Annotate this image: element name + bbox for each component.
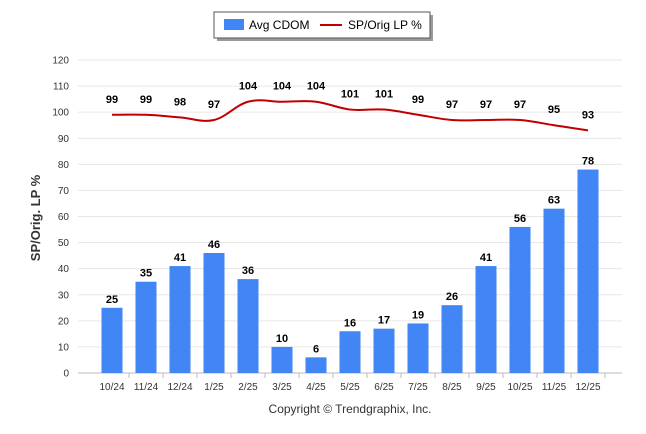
line-data-label: 104	[273, 81, 292, 93]
x-tick-label: 2/25	[238, 382, 258, 393]
y-tick-label: 50	[58, 238, 70, 249]
legend-label-bar: Avg CDOM	[249, 18, 309, 32]
line-data-label: 104	[307, 81, 326, 93]
x-axis-ticks: 10/24 11/24 12/24 1/25 2/25 3/25 4/25 5/25 6/25 7…	[99, 373, 606, 393]
line-data-label: 104	[239, 81, 258, 93]
line-data-label: 99	[140, 94, 152, 106]
x-tick-label: 11/24	[134, 382, 159, 393]
bar-data-label: 78	[582, 156, 594, 168]
y-tick-label: 40	[58, 264, 70, 275]
bar-data-label: 46	[208, 239, 220, 251]
x-tick-label: 4/25	[306, 382, 326, 393]
bar	[577, 169, 599, 373]
bar-data-labels: 25 35 41 46 36 10 6 16 17 19 26 41 56 63 78	[106, 156, 594, 356]
gridlines	[78, 59, 622, 374]
y-tick-label: 0	[63, 369, 69, 380]
line-data-label: 99	[106, 94, 118, 106]
y-tick-label: 100	[52, 108, 69, 119]
line-data-label: 97	[514, 99, 526, 111]
copyright-text: Copyright © Trendgraphix, Inc.	[269, 402, 432, 416]
x-tick-label: 5/25	[340, 382, 360, 393]
bar	[543, 208, 565, 373]
line-data-label: 99	[412, 94, 424, 106]
y-tick-label: 60	[58, 212, 70, 223]
y-tick-label: 120	[52, 56, 69, 67]
line-data-label: 101	[341, 89, 359, 101]
x-tick-label: 1/25	[204, 382, 224, 393]
line-series-path	[111, 99, 589, 132]
bar	[237, 279, 259, 373]
y-tick-label: 90	[58, 134, 70, 145]
legend-swatch-bar	[224, 19, 244, 30]
x-tick-label: 12/25	[575, 382, 600, 393]
bar-data-label: 56	[514, 213, 526, 225]
line-data-labels: 99 99 98 97 104 104 104 101 101 99 97 97 97 95 93	[106, 81, 594, 122]
bar-data-label: 10	[276, 333, 288, 345]
bar-data-label: 25	[106, 294, 118, 306]
x-tick-label: 7/25	[408, 382, 428, 393]
bar	[509, 226, 531, 373]
bar-data-label: 26	[446, 291, 458, 303]
line-data-label: 97	[446, 99, 458, 111]
bar	[271, 346, 293, 373]
legend-label-line: SP/Orig LP %	[348, 18, 422, 32]
x-tick-label: 12/24	[167, 382, 192, 393]
x-tick-label: 9/25	[476, 382, 496, 393]
line-data-label: 97	[208, 99, 220, 111]
line-data-label: 95	[548, 104, 560, 116]
x-tick-label: 8/25	[442, 382, 462, 393]
bar-series	[101, 169, 599, 373]
bar-data-label: 35	[140, 268, 152, 280]
bar	[305, 357, 327, 373]
x-tick-label: 11/25	[542, 382, 567, 393]
legend: Avg CDOM SP/Orig LP %	[213, 11, 433, 41]
line-data-label: 93	[582, 109, 594, 121]
bar	[373, 328, 395, 373]
bar	[475, 266, 497, 373]
y-tick-label: 80	[58, 160, 70, 171]
y-axis-ticks: 0 10 20 30 40 50 60 70 80 90 100 110 120	[52, 56, 69, 380]
bar	[339, 331, 361, 373]
bar	[169, 266, 191, 373]
x-tick-label: 3/25	[272, 382, 292, 393]
y-tick-label: 30	[58, 290, 70, 301]
y-tick-label: 110	[53, 82, 69, 93]
x-tick-label: 10/24	[99, 382, 124, 393]
y-axis-title: SP/Orig. LP %	[28, 174, 43, 261]
bar-data-label: 63	[548, 195, 560, 207]
line-data-label: 101	[375, 89, 393, 101]
y-tick-label: 10	[58, 342, 70, 353]
bar-data-label: 19	[412, 309, 424, 321]
line-data-label: 97	[480, 99, 492, 111]
x-tick-label: 6/25	[374, 382, 394, 393]
bar-data-label: 36	[242, 265, 254, 277]
bar-data-label: 6	[313, 343, 319, 355]
bar	[203, 253, 225, 373]
x-tick-label: 10/25	[507, 382, 532, 393]
bar-data-label: 41	[174, 252, 186, 264]
y-tick-label: 20	[58, 316, 70, 327]
bar	[441, 305, 463, 373]
bar-data-label: 17	[378, 315, 390, 327]
y-tick-label: 70	[58, 186, 70, 197]
bar	[407, 323, 429, 373]
line-data-label: 98	[174, 96, 186, 108]
bar-data-label: 16	[344, 317, 356, 329]
bar-data-label: 41	[480, 252, 492, 264]
bar	[101, 307, 123, 373]
bar	[135, 281, 157, 373]
